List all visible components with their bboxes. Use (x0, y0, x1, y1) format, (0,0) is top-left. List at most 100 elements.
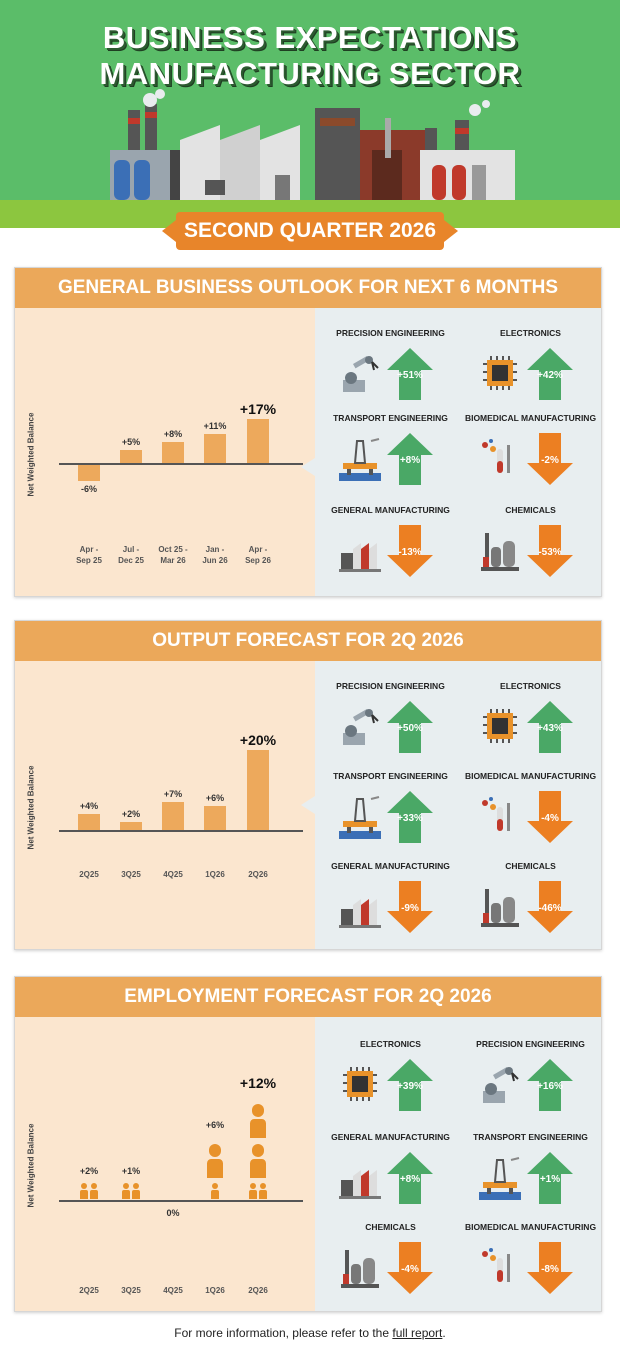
bar (247, 750, 269, 830)
x-tick-label: Jan - Jun 26 (202, 545, 228, 565)
bar (78, 814, 100, 830)
sector-value: +8% (399, 455, 421, 466)
sector-value: +1% (539, 1174, 561, 1185)
sector-item: BIOMEDICAL MANUFACTURING -8% (463, 1222, 598, 1302)
chemical-plant-icon (479, 883, 521, 929)
person-head-icon (133, 1183, 139, 1189)
bar (162, 802, 184, 830)
data-label: -6% (80, 483, 97, 494)
x-tick-label: 2Q25 (79, 1286, 99, 1295)
sector-name: CHEMICALS (365, 1222, 416, 1232)
x-tick-label: 1Q26 (205, 870, 225, 879)
microchip-icon (479, 703, 521, 749)
sector-name: BIOMEDICAL MANUFACTURING (464, 771, 597, 781)
person-head-icon (123, 1183, 129, 1189)
person-body-icon (249, 1119, 267, 1138)
sector-value: -2% (541, 455, 559, 466)
person-body-icon (249, 1159, 267, 1178)
footer-text: For more information, please refer to th… (174, 1326, 393, 1340)
down-arrow-icon: -2% (527, 433, 573, 485)
sector-name: PRECISION ENGINEERING (476, 1039, 585, 1049)
robot-arm-icon (339, 350, 381, 396)
x-axis (59, 830, 303, 832)
up-arrow-icon: +16% (527, 1059, 573, 1111)
sector-value: +42% (537, 370, 563, 381)
sector-item: GENERAL MANUFACTURING -13% (323, 505, 458, 585)
down-arrow-icon: -13% (387, 525, 433, 577)
bar (162, 442, 184, 463)
sector-item: BIOMEDICAL MANUFACTURING -4% (463, 771, 598, 851)
down-arrow-icon: -53% (527, 525, 573, 577)
up-arrow-icon: +51% (387, 348, 433, 400)
full-report-link[interactable]: full report (392, 1326, 443, 1340)
sector-grid: PRECISION ENGINEERING +50% ELECTRONICS +43%… (315, 661, 601, 949)
chart-area: Net Weighted Balance +4% 2Q25 +2% 3Q25 +7% 4Q… (15, 661, 315, 949)
down-arrow-icon: -4% (527, 791, 573, 843)
person-head-icon (251, 1144, 265, 1157)
x-tick-label: Jul - Dec 25 (118, 545, 144, 565)
down-arrow-icon: -46% (527, 881, 573, 933)
x-tick-label: Oct 25 - Mar 26 (158, 545, 188, 565)
lab-equipment-icon (479, 435, 521, 481)
x-tick-label: 3Q25 (121, 1286, 141, 1295)
microchip-icon (339, 1061, 381, 1107)
person-head-icon (212, 1183, 218, 1189)
sector-value: -8% (541, 1264, 559, 1275)
sector-value: -9% (401, 903, 419, 914)
sector-item: ELECTRONICS +39% (323, 1039, 458, 1119)
outlook-bar-chart: -6% Apr - Sep 25 +5% Jul - Dec 25 +8% Oct 25 … (15, 308, 315, 596)
up-arrow-icon: +8% (387, 1152, 433, 1204)
sector-item: GENERAL MANUFACTURING +8% (323, 1132, 458, 1212)
person-body-icon (90, 1190, 98, 1199)
data-label: +1% (121, 1166, 141, 1176)
x-tick-label: 4Q25 (163, 870, 183, 879)
sector-value: +39% (397, 1081, 423, 1092)
up-arrow-icon: +42% (527, 348, 573, 400)
sector-item: ELECTRONICS +42% (463, 328, 598, 408)
sector-name: GENERAL MANUFACTURING (331, 1132, 450, 1142)
robot-arm-icon (339, 703, 381, 749)
lab-equipment-icon (479, 1244, 521, 1290)
quarter-ribbon: SECOND QUARTER 2026 (162, 212, 458, 250)
sector-grid: PRECISION ENGINEERING +51% ELECTRONICS +42%… (315, 308, 601, 596)
x-tick-label: 2Q26 (248, 1286, 268, 1295)
sector-item: PRECISION ENGINEERING +51% (323, 328, 458, 408)
down-arrow-icon: -9% (387, 881, 433, 933)
panel-employment-forecast: EMPLOYMENT FORECAST FOR 2Q 2026 Net Weig… (14, 976, 602, 1312)
sector-name: CHEMICALS (505, 505, 556, 515)
title-line-1: BUSINESS EXPECTATIONS (102, 20, 518, 55)
sector-name: PRECISION ENGINEERING (336, 681, 445, 691)
data-label: 0% (166, 1208, 180, 1218)
x-tick-label: 1Q26 (205, 1286, 225, 1295)
bar (78, 465, 100, 481)
robot-arm-icon (479, 1061, 521, 1107)
panel-title: GENERAL BUSINESS OUTLOOK FOR NEXT 6 MONT… (15, 268, 601, 308)
sector-value: +8% (399, 1174, 421, 1185)
sector-value: -4% (541, 813, 559, 824)
factory-icon (339, 527, 381, 573)
person-head-icon (250, 1183, 256, 1189)
sector-item: CHEMICALS -53% (463, 505, 598, 585)
sector-name: ELECTRONICS (360, 1039, 421, 1049)
panel-title: EMPLOYMENT FORECAST FOR 2Q 2026 (15, 977, 601, 1017)
person-head-icon (91, 1183, 97, 1189)
oil-rig-icon (339, 793, 381, 839)
sector-item: GENERAL MANUFACTURING -9% (323, 861, 458, 941)
person-head-icon (260, 1183, 266, 1189)
sector-name: ELECTRONICS (500, 328, 561, 338)
chemical-plant-icon (479, 527, 521, 573)
sector-name: GENERAL MANUFACTURING (331, 861, 450, 871)
panel-title: OUTPUT FORECAST FOR 2Q 2026 (15, 621, 601, 661)
bar (120, 450, 142, 463)
sector-item: PRECISION ENGINEERING +16% (463, 1039, 598, 1119)
person-body-icon (211, 1190, 219, 1199)
chemical-plant-icon (339, 1244, 381, 1290)
up-arrow-icon: +33% (387, 791, 433, 843)
sector-item: CHEMICALS -4% (323, 1222, 458, 1302)
person-body-icon (206, 1159, 224, 1178)
x-tick-label: 2Q25 (79, 870, 99, 879)
down-arrow-icon: -4% (387, 1242, 433, 1294)
data-label: +2% (121, 809, 141, 819)
sector-value: -4% (401, 1264, 419, 1275)
data-label: +6% (205, 1120, 225, 1130)
